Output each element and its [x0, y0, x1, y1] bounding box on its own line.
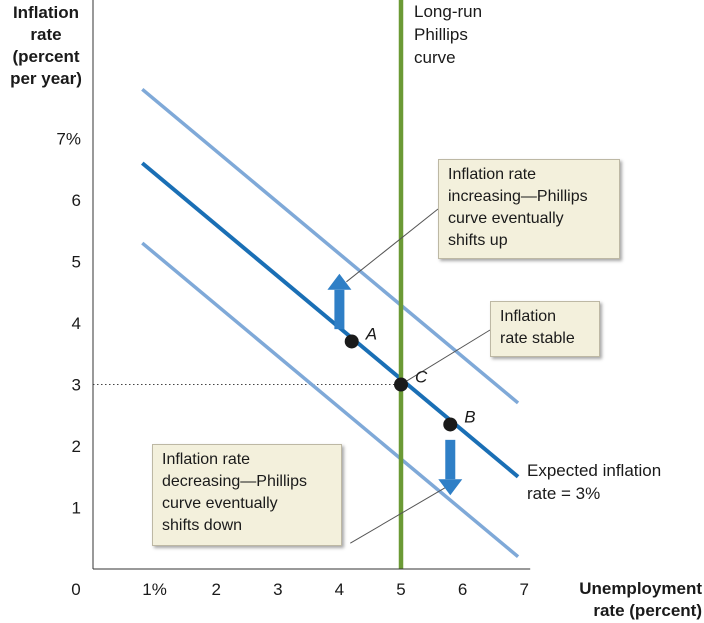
y-tick-label: 3	[72, 376, 81, 395]
y-axis-label: Inflation rate (percent per year)	[10, 3, 82, 88]
point-c	[394, 377, 408, 392]
x-tick-label: 2	[211, 580, 220, 599]
x-tick-label: 6	[458, 580, 467, 599]
point-b	[443, 417, 458, 432]
y-tick-label: 4	[72, 314, 81, 333]
y-tick-label: 2	[72, 437, 81, 456]
x-tick-label: 3	[273, 580, 282, 599]
callout-leader-line-1	[400, 329, 491, 385]
point-label-a: A	[365, 324, 377, 343]
y-tick-label: 6	[72, 191, 81, 210]
x-tick-label: 4	[335, 580, 344, 599]
callout-inflation-decreasing: Inflation rate decreasing—Phillips curve…	[152, 444, 342, 546]
callout-leader-line-2	[350, 480, 457, 544]
point-a	[344, 334, 359, 349]
x-axis-label: Unemployment rate (percent)	[579, 579, 702, 620]
callout-leader-line-0	[346, 208, 439, 283]
x-tick-label: 5	[396, 580, 405, 599]
callout-inflation-stable: Inflation rate stable	[490, 301, 600, 357]
y-tick-label: 1	[72, 499, 81, 518]
long-run-phillips-curve-label: Long-run Phillips curve	[414, 2, 483, 67]
point-label-b: B	[464, 407, 475, 426]
y-tick-label: 7%	[56, 130, 81, 149]
callout-inflation-increasing: Inflation rate increasing—Phillips curve…	[438, 159, 620, 259]
arrow-shaft-up	[334, 289, 345, 330]
x-tick-label: 1%	[142, 580, 167, 599]
y-tick-label: 5	[72, 253, 81, 272]
short-run-phillips-curve-2	[141, 241, 520, 559]
arrow-shaft-down	[445, 439, 456, 480]
x-tick-label: 7	[519, 580, 528, 599]
expected-inflation-label: Expected inflation rate = 3%	[527, 461, 662, 503]
arrow-head-down	[438, 479, 463, 496]
arrow-head-up	[327, 273, 352, 290]
origin-label: 0	[71, 580, 80, 599]
point-label-c: C	[415, 368, 428, 387]
